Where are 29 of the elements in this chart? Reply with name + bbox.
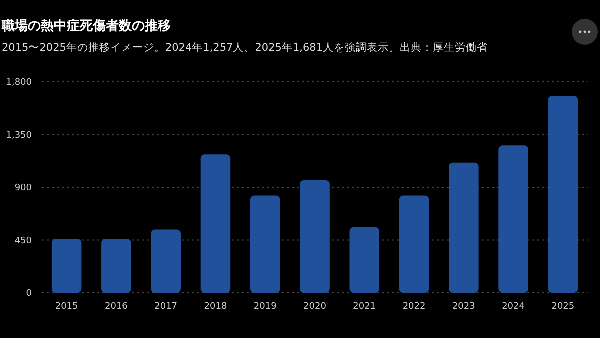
bar — [52, 239, 82, 293]
x-tick-label: 2023 — [452, 302, 476, 312]
y-tick-label: 1,800 — [6, 78, 32, 88]
chart-subtitle: 2015〜2025年の推移イメージ。2024年1,257人、2025年1,681人を強調表示。出典：厚生労働省 — [2, 41, 488, 54]
x-tick-label: 2021 — [353, 302, 376, 312]
bar — [200, 154, 231, 293]
bar — [102, 239, 132, 293]
x-tick-label: 2025 — [552, 302, 575, 312]
bar — [548, 96, 578, 293]
x-tick-label: 2016 — [105, 302, 128, 312]
x-tick-label: 2024 — [502, 302, 526, 312]
y-tick-label: 1,350 — [6, 130, 32, 141]
bar — [498, 146, 528, 293]
x-tick-label: 2018 — [204, 302, 228, 312]
x-tick-label: 2020 — [304, 302, 327, 312]
bar — [399, 196, 430, 293]
bar — [250, 196, 280, 293]
y-tick-label: 900 — [14, 184, 32, 194]
bar — [350, 227, 380, 293]
x-tick-label: 2015 — [55, 302, 78, 312]
bar — [151, 230, 181, 293]
y-tick-label: 450 — [14, 236, 32, 246]
bar — [300, 180, 330, 293]
x-tick-label: 2019 — [254, 302, 278, 312]
chart-title: 職場の熱中症死傷者数の推移 — [1, 18, 171, 34]
bar — [449, 162, 479, 293]
x-tick-label: 2017 — [154, 302, 178, 312]
y-tick-label: 0 — [26, 289, 32, 300]
x-tick-label: 2022 — [402, 302, 426, 312]
